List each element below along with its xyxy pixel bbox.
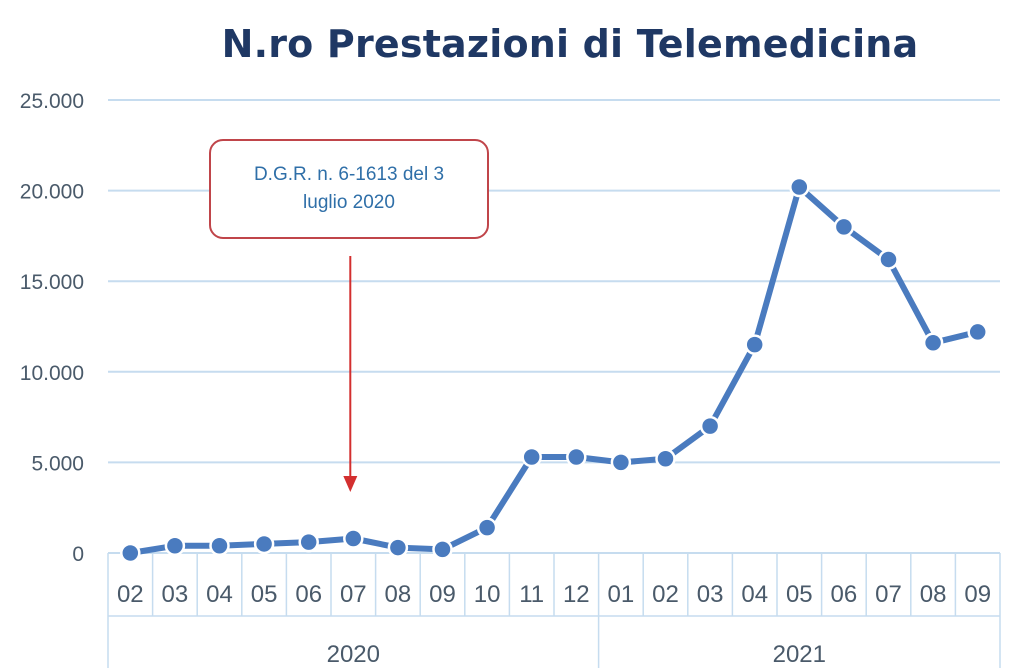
series-line xyxy=(127,184,981,556)
data-point xyxy=(521,446,542,468)
chart-title: N.ro Prestazioni di Telemedicina xyxy=(221,22,919,66)
x-tick-label: 04 xyxy=(206,581,233,608)
data-point xyxy=(253,533,275,555)
data-point xyxy=(967,321,988,343)
annotation-arrow-layer xyxy=(343,256,358,492)
y-tick-label: 5.000 xyxy=(31,452,84,475)
x-tick-label: 01 xyxy=(608,581,635,608)
x-tick-label: 02 xyxy=(652,581,679,608)
x-tick-label: 05 xyxy=(786,581,813,608)
x-tick-label: 04 xyxy=(741,581,768,608)
x-tick-label: 03 xyxy=(162,581,189,608)
data-point xyxy=(566,446,587,468)
x-tick-label: 02 xyxy=(117,581,144,608)
data-point xyxy=(476,517,498,538)
x-tick-label: 06 xyxy=(831,581,858,608)
annotation-arrow-head xyxy=(343,476,358,492)
y-tick-label: 20.000 xyxy=(20,181,84,204)
y-tick-label: 0 xyxy=(72,543,84,566)
data-point xyxy=(699,415,721,437)
data-point xyxy=(432,539,453,560)
x-tick-label: 09 xyxy=(964,581,991,608)
y-tick-label: 15.000 xyxy=(20,271,84,294)
y-tick-label: 10.000 xyxy=(20,362,84,385)
data-point xyxy=(744,334,765,355)
data-point xyxy=(922,332,944,354)
x-tick-label: 08 xyxy=(920,581,947,608)
data-point xyxy=(655,448,676,470)
data-point xyxy=(120,542,141,564)
x-tick-label: 05 xyxy=(251,581,278,608)
annotation-box: D.G.R. n. 6-1613 del 3 luglio 2020 xyxy=(209,139,489,239)
y-tick-label: 25.000 xyxy=(20,90,84,113)
year-label: 2021 xyxy=(773,641,826,668)
x-tick-label: 07 xyxy=(875,581,902,608)
x-tick-label: 11 xyxy=(519,581,544,608)
data-point xyxy=(610,452,632,473)
data-point xyxy=(298,531,319,553)
x-tick-label: 06 xyxy=(295,581,322,608)
x-axis-ticks: 02 03 04 05 06 07 08 09 10 11 12 01 02 03 04 05 06 07 08 09 xyxy=(117,581,991,608)
data-point xyxy=(878,249,899,270)
data-point xyxy=(209,535,230,557)
x-axis-frame xyxy=(107,553,1001,668)
data-point xyxy=(833,216,855,238)
year-label: 2020 xyxy=(327,641,380,668)
data-point xyxy=(164,535,186,557)
data-point xyxy=(343,528,364,549)
data-points xyxy=(120,176,988,564)
x-tick-label: 08 xyxy=(385,581,412,608)
x-tick-label: 03 xyxy=(697,581,724,608)
x-tick-label: 12 xyxy=(563,581,590,608)
x-axis-year-labels: 2020 2021 xyxy=(327,641,826,668)
x-tick-label: 09 xyxy=(429,581,456,608)
x-tick-label: 10 xyxy=(474,581,501,608)
data-point xyxy=(387,537,409,558)
data-point xyxy=(789,176,810,198)
gridlines xyxy=(108,99,1000,554)
y-axis-ticks: 0 5.000 10.000 15.000 20.000 25.000 xyxy=(20,90,84,566)
x-tick-label: 07 xyxy=(340,581,367,608)
